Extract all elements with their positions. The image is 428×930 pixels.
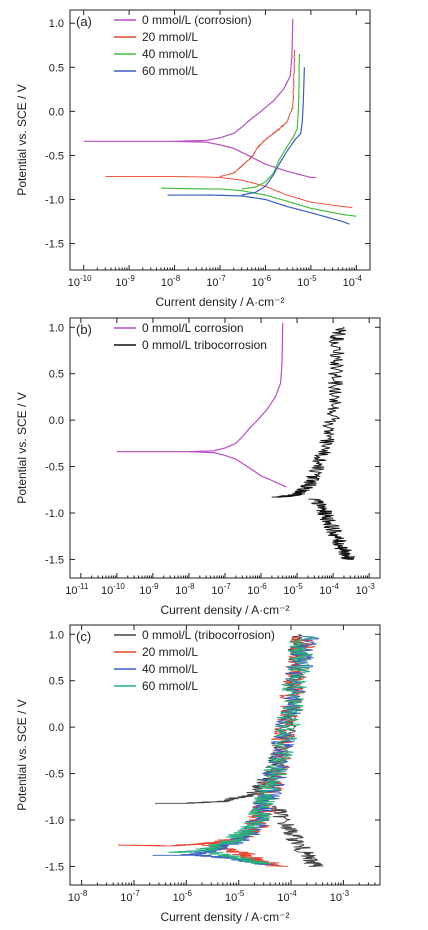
y-axis-label: Potential vs. SCE / V [15,392,29,503]
x-tick-label: 10-7 [211,582,231,597]
y-tick-label: 1.0 [49,322,64,334]
y-tick-label: 0.5 [49,62,64,74]
x-axis-label: Current density / A·cm⁻² [160,910,289,924]
y-tick-label: 1.0 [49,629,64,641]
panel-label: (c) [76,629,91,644]
x-tick-label: 10-5 [297,274,317,289]
x-tick-label: 10-6 [247,582,267,597]
y-axis-label: Potential vs. SCE / V [15,84,29,195]
series-line-2-branch-1 [105,176,353,208]
y-tick-label: -1.5 [45,239,64,251]
legend-label: 0 mmol/L corrosion [142,321,244,335]
y-axis-label: Potential vs. SCE / V [15,699,29,810]
legend-label: 60 mmol/L [142,64,198,78]
chart-panel-2: 1.0 0.5 0.0 -0.5 -1.0 -1.5 10-11 10-10 10-9 10-8 1… [15,317,381,617]
x-tick-label: 10-8 [161,274,181,289]
series-line-3-branch-1 [160,187,357,217]
series-line-2-branch-2 [219,49,296,178]
y-tick-label: -0.5 [45,462,64,474]
legend-label: 20 mmol/L [142,645,198,659]
x-tick-label: 10-7 [120,889,140,904]
legend-label: 40 mmol/L [142,47,198,61]
x-tick-label: 10-10 [101,582,125,597]
y-tick-label: -0.5 [45,769,64,781]
legend-label: 0 mmol/L (corrosion) [142,13,252,27]
y-tick-label: 0.0 [49,722,64,734]
series-line-4-branch-2 [207,852,272,865]
x-tick-label: 10-6 [252,274,272,289]
y-tick-label: -0.5 [45,150,64,162]
x-axis-label: Current density / A·cm⁻² [155,295,284,309]
series-line-2-branch-2 [308,498,355,560]
plot-frame [69,624,381,886]
y-tick-label: 0.0 [49,106,64,118]
series-line-1-branch-2 [271,805,324,867]
x-tick-label: 10-4 [343,274,363,289]
y-tick-label: 0.0 [49,415,64,427]
x-tick-label: 10-3 [330,889,350,904]
series-line-4-branch-1 [167,194,350,225]
y-tick-label: -1.0 [45,815,64,827]
y-tick-label: -1.5 [45,554,64,566]
legend-label: 0 mmol/L tribocorrosion [142,338,267,352]
x-tick-label: 10-5 [283,582,303,597]
x-tick-label: 10-8 [68,889,88,904]
legend-label: 40 mmol/L [142,662,198,676]
chart-panel-3: 1.0 0.5 0.0 -0.5 -1.0 -1.5 10-8 10-7 10-6 10-5 10-… [15,624,381,924]
series-line-4-branch-2 [241,67,305,196]
panel-label: (b) [76,322,92,337]
x-tick-label: 10-4 [319,582,339,597]
legend-label: 20 mmol/L [142,30,198,44]
legend-label: 60 mmol/L [142,679,198,693]
x-tick-label: 10-9 [139,582,159,597]
y-tick-label: -1.0 [45,508,64,520]
x-tick-label: 10-11 [65,582,89,597]
panel-label: (a) [76,14,92,29]
y-tick-label: -1.0 [45,194,64,206]
series-line-1-branch-2 [174,18,294,142]
x-axis-label: Current density / A·cm⁻² [160,603,289,617]
x-tick-label: 10-5 [225,889,245,904]
x-tick-label: 10-9 [115,274,135,289]
series-line-1-branch-1 [83,140,317,179]
legend-label: 0 mmol/L (tribocorrosion) [142,628,275,642]
x-tick-label: 10-10 [68,274,92,289]
y-tick-label: -1.5 [45,861,64,873]
y-tick-label: 1.0 [49,18,64,30]
plot-frame [69,9,371,271]
series-line-3-branch-2 [241,54,301,190]
x-tick-label: 10-8 [175,582,195,597]
x-tick-label: 10-3 [355,582,375,597]
series-line-1-branch-1 [116,451,287,488]
x-tick-label: 10-4 [277,889,297,904]
series-line-1-branch-2 [188,322,284,453]
y-tick-label: 0.5 [49,369,64,381]
x-tick-label: 10-7 [206,274,226,289]
series-line-2-branch-1 [271,326,347,498]
series-line-4-branch-1 [168,635,315,853]
y-tick-label: 0.5 [49,676,64,688]
chart-panel-1: 1.0 0.5 0.0 -0.5 -1.0 -1.5 10-10 10-9 10-8 10-7 10… [15,9,371,309]
x-tick-label: 10-6 [173,889,193,904]
